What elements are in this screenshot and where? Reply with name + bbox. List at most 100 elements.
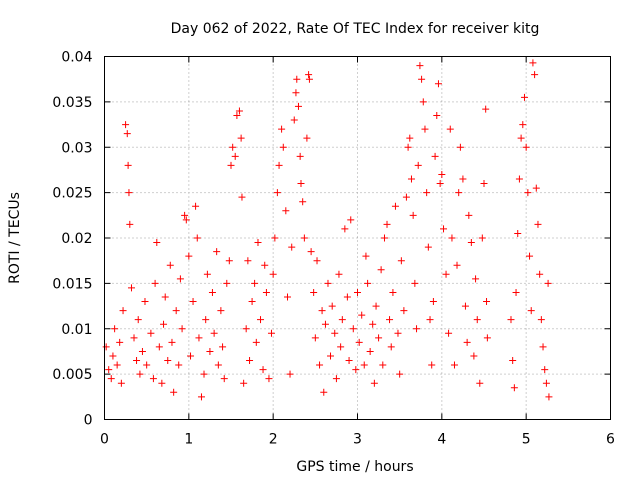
data-point [206,347,214,355]
data-point [155,343,163,351]
y-axis-label: ROTI / TECUs [7,192,23,284]
data-point [327,352,335,360]
data-point [370,379,378,387]
plot-frame [104,56,611,420]
data-point [311,334,319,342]
data-point [473,316,481,324]
data-point [406,134,414,142]
data-point [235,107,243,115]
data-point [383,220,391,228]
data-point [419,98,427,106]
data-point [446,125,454,133]
data-point [292,89,300,97]
data-point [332,375,340,383]
data-point [310,288,318,296]
data-point [436,180,444,188]
data-point [423,189,431,197]
y-tick-label: 0.03 [61,140,92,156]
data-point [220,375,228,383]
data-point [254,239,262,247]
data-point [434,80,442,88]
data-point [151,279,159,287]
y-tick-labels: 0 0.005 0.01 0.015 0.02 0.025 0.03 0.035 0.04 [52,50,92,429]
data-point [176,275,184,283]
data-point [279,143,287,151]
data-point [483,334,491,342]
data-point [284,293,292,301]
y-tick-label: 0.015 [52,276,92,292]
data-point [509,357,517,365]
y-tick-label: 0 [84,413,93,429]
data-point [542,379,550,387]
data-point [290,116,298,124]
data-point [113,361,121,369]
data-point [223,279,231,287]
data-point [107,375,115,383]
data-point [164,357,172,365]
data-point [478,234,486,242]
data-point [269,270,277,278]
data-point [225,257,233,265]
data-point [244,257,252,265]
data-point [318,307,326,315]
data-point [455,189,463,197]
data-point [265,375,273,383]
data-point [210,329,218,337]
data-point [233,111,241,119]
data-point [252,338,260,346]
data-point [541,366,549,374]
data-point [214,361,222,369]
data-point [143,361,151,369]
data-point [102,343,110,351]
data-point [354,288,361,296]
data-point [213,248,221,256]
data-point [507,316,515,324]
data-point [465,211,473,219]
data-point [248,298,256,306]
data-point [316,361,324,369]
data-point [305,71,313,79]
data-point [335,270,343,278]
data-point [539,343,547,351]
data-points [102,59,553,401]
data-point [379,361,387,369]
data-point [168,338,176,346]
data-point [293,75,301,83]
data-point [166,261,174,269]
data-point [482,105,490,113]
data-point [389,288,397,296]
data-point [267,329,275,337]
data-point [338,316,346,324]
data-point [512,288,520,296]
data-point [544,279,552,287]
data-point [158,379,166,387]
y-tick-label: 0.035 [52,95,92,111]
data-point [170,388,178,396]
data-point [416,62,424,70]
data-point [524,189,532,197]
data-point [396,370,404,378]
data-point [343,293,351,301]
data-point [229,143,237,151]
data-point [369,320,377,328]
data-point [517,134,525,142]
data-point [123,130,131,138]
data-point [372,302,380,310]
data-point [193,234,201,242]
data-point [136,370,144,378]
data-point [450,361,458,369]
data-point [520,93,528,101]
data-point [119,307,127,315]
data-point [407,175,415,183]
data-point [480,180,488,188]
data-point [352,366,360,374]
x-tick-label: 4 [437,432,446,448]
data-point [347,216,355,224]
data-point [476,379,484,387]
data-point [299,198,307,206]
data-point [288,243,296,251]
data-point [297,180,305,188]
data-point [130,334,138,342]
data-point [472,275,480,283]
data-point [153,239,161,247]
